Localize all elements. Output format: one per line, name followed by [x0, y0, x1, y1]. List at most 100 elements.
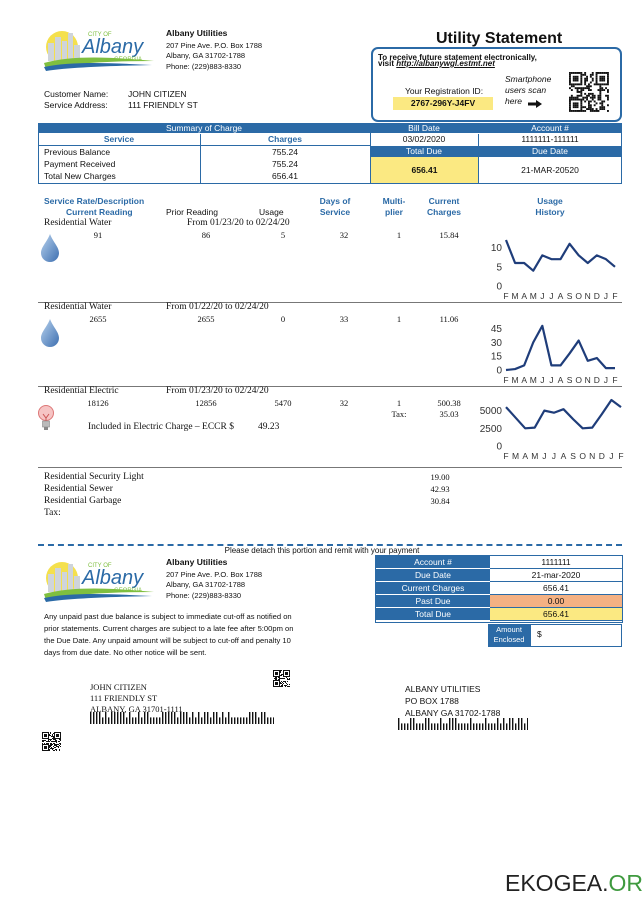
- qr-module: [599, 92, 602, 95]
- qr-module: [603, 75, 606, 78]
- qr-module: [591, 79, 594, 82]
- qr-module: [580, 72, 583, 74]
- due-date-label: Due Date: [478, 146, 622, 157]
- qr-module: [60, 738, 61, 739]
- summary-title: Summary of Charge: [38, 123, 370, 133]
- qr-module: [44, 736, 45, 737]
- qr-module: [52, 738, 53, 739]
- charge-amount: 19.00: [430, 472, 450, 482]
- y-tick-label: 15: [491, 352, 503, 363]
- qr-module: [601, 108, 604, 110]
- barcode-bar: [270, 717, 272, 724]
- url[interactable]: http://albanywgl.estmt.net: [396, 59, 495, 68]
- barcode-bar: [273, 717, 274, 724]
- logo-swoosh: [44, 594, 152, 602]
- barcode-bar: [443, 723, 445, 730]
- barcode-bar: [177, 717, 179, 724]
- qr-module: [589, 73, 592, 76]
- logo-building: [48, 43, 54, 61]
- service-charges: 500.38: [437, 398, 461, 408]
- qr-module: [574, 72, 577, 74]
- barcode-bar: [425, 718, 427, 730]
- qr-module: [593, 100, 596, 103]
- qr-module: [603, 106, 606, 109]
- qr-module: [289, 671, 290, 672]
- light-bulb-icon: [38, 405, 54, 430]
- x-tick-label: A: [561, 451, 567, 461]
- qr-module: [607, 81, 609, 84]
- qr-module: [278, 680, 279, 681]
- summary-amount: 656.41: [272, 171, 298, 181]
- x-tick-label: N: [585, 291, 591, 301]
- barcode-bar: [470, 718, 472, 730]
- barcode-bar: [216, 712, 218, 724]
- qr-module: [277, 686, 278, 687]
- qr-module: [569, 87, 571, 90]
- qr-module: [580, 83, 583, 86]
- qr-module: [574, 102, 577, 105]
- x-tick-label: F: [618, 451, 623, 461]
- customer-name: JOHN CITIZEN: [128, 89, 187, 99]
- qr-module: [569, 75, 571, 78]
- barcode-bar: [129, 712, 131, 724]
- barcode-bar: [434, 723, 436, 730]
- barcode-bar: [497, 718, 499, 730]
- x-tick-label: M: [512, 451, 519, 461]
- qr-module: [42, 733, 43, 734]
- electronic-box: [371, 47, 622, 122]
- qr-module: [48, 732, 49, 733]
- qr-module: [55, 739, 56, 740]
- company-address: Albany, GA 31702-1788: [166, 580, 246, 589]
- qr-module: [285, 674, 286, 675]
- qr-module: [275, 672, 276, 673]
- column-header: Current: [428, 196, 460, 206]
- column-header: Multi-: [382, 196, 406, 206]
- qr-module: [49, 750, 50, 751]
- qr-module: [586, 77, 588, 80]
- qr-module: [601, 87, 604, 90]
- qr-module: [607, 91, 609, 93]
- qr-module: [55, 747, 56, 748]
- barcode-bar: [267, 717, 269, 724]
- barcode-bar: [201, 717, 203, 724]
- qr-module: [56, 735, 57, 736]
- tax-amount: 35.03: [439, 409, 459, 419]
- qr-module: [60, 735, 61, 736]
- qr-module: [56, 741, 57, 742]
- service-period: From 01/23/20 to 02/24/20: [187, 218, 290, 228]
- service-multiplier: 1: [396, 398, 402, 408]
- barcode-bar: [111, 712, 113, 724]
- qr-module: [280, 671, 281, 672]
- barcode-bar: [192, 712, 194, 724]
- qr-module: [46, 736, 47, 737]
- qr-module: [574, 104, 577, 107]
- qr-module: [605, 83, 607, 86]
- qr-module: [599, 94, 602, 97]
- qr-module: [287, 672, 288, 673]
- y-tick-label: 30: [491, 338, 503, 349]
- company-phone: Phone: (229)883-8330: [166, 62, 242, 71]
- barcode-bar: [410, 718, 412, 730]
- qr-module: [580, 98, 583, 101]
- remit-value: 656.41: [490, 582, 622, 595]
- service-name: Residential Water: [44, 218, 112, 228]
- x-tick-label: J: [604, 375, 608, 385]
- remit-label: Due Date: [376, 569, 490, 582]
- qr-module: [273, 671, 274, 672]
- barcode-bar: [225, 717, 227, 724]
- qr-module: [286, 674, 287, 675]
- y-tick-label: 2500: [480, 424, 503, 435]
- qr-module: [605, 94, 607, 97]
- qr-module: [275, 673, 276, 674]
- qr-module: [287, 673, 288, 674]
- qr-module: [274, 686, 275, 687]
- notice: Any unpaid past due balance is subject t…: [44, 612, 294, 657]
- barcode-bar: [243, 717, 245, 724]
- amount-label: Amount Enclosed: [488, 624, 530, 647]
- x-tick-label: N: [589, 451, 595, 461]
- qr-module: [42, 734, 43, 735]
- qr-module: [273, 685, 274, 686]
- barcode-bar: [401, 723, 403, 730]
- qr-module: [599, 75, 602, 78]
